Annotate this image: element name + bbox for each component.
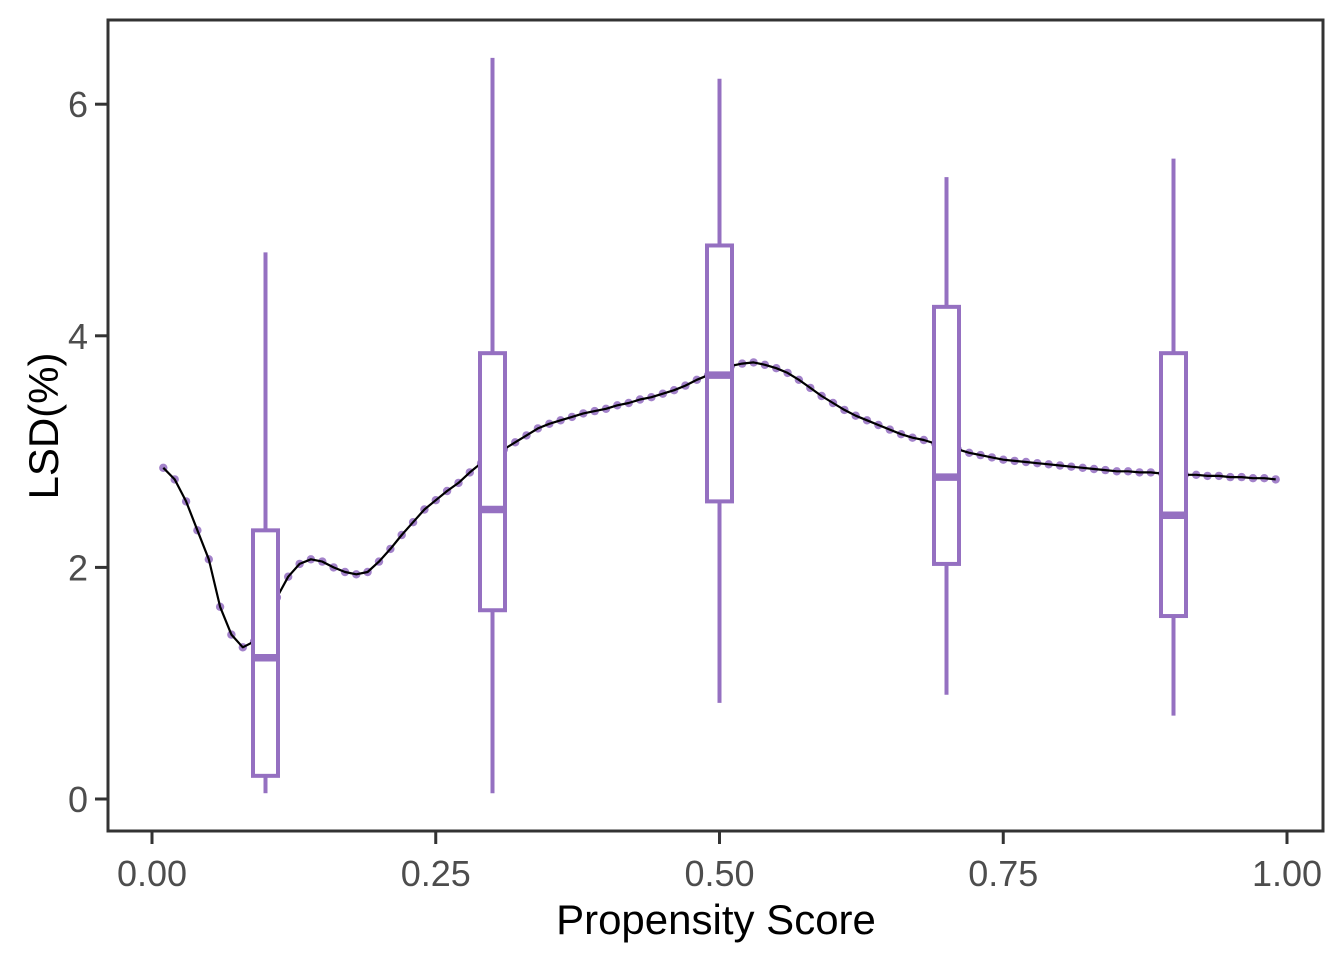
box-iqr bbox=[1159, 351, 1188, 619]
y-tick-label: 6 bbox=[68, 84, 88, 125]
x-tick-label: 0.50 bbox=[684, 853, 754, 894]
x-tick-label: 0.00 bbox=[117, 853, 187, 894]
boxplot bbox=[478, 57, 507, 794]
x-tick-label: 1.00 bbox=[1252, 853, 1322, 894]
box-iqr bbox=[932, 304, 961, 566]
axes-layer: 0.00 0.25 0.50 0.75 1.00 0 2 4 6 bbox=[68, 84, 1322, 894]
box-iqr bbox=[251, 528, 280, 778]
y-tick-label: 4 bbox=[68, 316, 88, 357]
x-tick-label: 0.25 bbox=[401, 853, 471, 894]
y-tick-label: 2 bbox=[68, 547, 88, 588]
plot-panel-border bbox=[106, 18, 1325, 833]
boxplots-layer bbox=[251, 57, 1188, 794]
x-tick-label: 0.75 bbox=[968, 853, 1038, 894]
boxplot bbox=[1159, 158, 1188, 716]
boxplot bbox=[932, 177, 961, 695]
y-tick-label: 0 bbox=[68, 779, 88, 820]
x-axis-title: Propensity Score bbox=[556, 896, 876, 943]
box-iqr bbox=[478, 351, 507, 613]
y-axis-title: LSD(%) bbox=[20, 352, 67, 499]
boxplot bbox=[251, 252, 280, 794]
boxplot bbox=[705, 78, 734, 703]
